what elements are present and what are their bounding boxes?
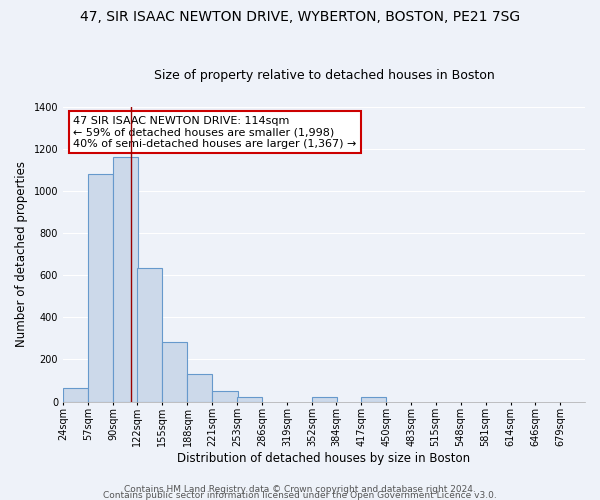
- Bar: [187, 374, 212, 402]
- Text: Contains HM Land Registry data © Crown copyright and database right 2024.: Contains HM Land Registry data © Crown c…: [124, 485, 476, 494]
- Bar: [88, 174, 113, 402]
- Y-axis label: Number of detached properties: Number of detached properties: [15, 161, 28, 347]
- Text: Contains public sector information licensed under the Open Government Licence v3: Contains public sector information licen…: [103, 490, 497, 500]
- Bar: [312, 398, 337, 402]
- Bar: [163, 342, 187, 402]
- Text: 47, SIR ISAAC NEWTON DRIVE, WYBERTON, BOSTON, PE21 7SG: 47, SIR ISAAC NEWTON DRIVE, WYBERTON, BO…: [80, 10, 520, 24]
- Bar: [237, 398, 262, 402]
- Bar: [63, 388, 88, 402]
- Bar: [113, 158, 138, 402]
- Title: Size of property relative to detached houses in Boston: Size of property relative to detached ho…: [154, 69, 494, 82]
- Text: 47 SIR ISAAC NEWTON DRIVE: 114sqm
← 59% of detached houses are smaller (1,998)
4: 47 SIR ISAAC NEWTON DRIVE: 114sqm ← 59% …: [73, 116, 357, 149]
- Bar: [361, 398, 386, 402]
- Bar: [137, 268, 163, 402]
- X-axis label: Distribution of detached houses by size in Boston: Distribution of detached houses by size …: [178, 452, 470, 465]
- Bar: [212, 392, 238, 402]
